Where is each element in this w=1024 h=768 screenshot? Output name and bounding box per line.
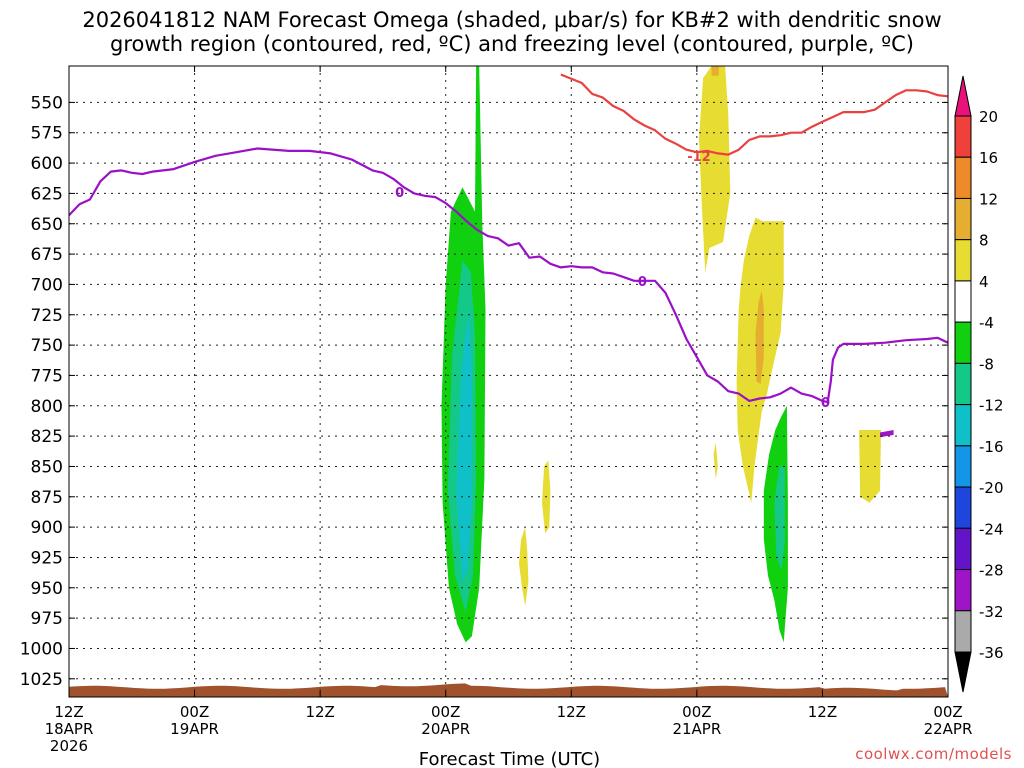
dendritic-contour-label: -12 [687, 150, 711, 165]
colorbar-bottom-arrow [954, 651, 972, 693]
y-tick-label: 750 [31, 336, 63, 356]
colorbar-bin [954, 610, 972, 653]
colorbar-label: -28 [979, 562, 1004, 580]
y-tick-label: 775 [31, 366, 63, 386]
omega-region [713, 442, 718, 479]
colorbar-bin [954, 527, 972, 571]
x-tick-label: 22APR [924, 720, 973, 738]
colorbar-label: 12 [979, 190, 998, 208]
plot-frame [68, 65, 949, 698]
omega-region [774, 466, 785, 570]
x-tick-label: 19APR [170, 720, 219, 738]
chart-title-line-1: 2026041812 NAM Forecast Omega (shaded, μ… [82, 8, 942, 32]
colorbar-bin [954, 197, 972, 241]
omega-region [519, 527, 529, 606]
colorbar-label: -32 [979, 603, 1004, 621]
colorbar-label: -20 [979, 479, 1004, 497]
x-tick-label: 00Z [180, 703, 209, 721]
y-tick-label: 700 [31, 275, 63, 295]
colorbar: 20 16 12 8 4 -4 -8 -12 -16 -20 -24 -28 -32 -36 [954, 75, 1004, 693]
omega-region [456, 308, 472, 582]
colorbar-bin [954, 239, 972, 282]
colorbar-bin [954, 445, 972, 488]
x-tick-label: 12Z [305, 703, 334, 721]
omega-region [755, 290, 764, 384]
y-tick-label: 650 [31, 215, 63, 235]
x-tick-label: 00Z [682, 703, 711, 721]
x-tick-label: 21APR [672, 720, 721, 738]
y-tick-label: 550 [31, 93, 63, 113]
colorbar-bin [954, 404, 972, 447]
colorbar-bin [954, 321, 972, 364]
colorbar-bin [954, 115, 972, 158]
omega-shading [441, 66, 894, 643]
freezing-level-label: 0 [638, 275, 647, 290]
y-tick-label: 975 [31, 609, 63, 629]
y-tick-label: 625 [31, 184, 63, 204]
colorbar-label: -16 [979, 438, 1004, 456]
y-tick-label: 850 [31, 457, 63, 477]
freezing-level-label: 0 [821, 396, 830, 411]
x-tick-label: 00Z [431, 703, 460, 721]
chart-title-line-2: growth region (contoured, red, ºC) and f… [110, 32, 914, 56]
colorbar-bin [954, 156, 972, 199]
temperature-contours: 0 0 0 -12 [69, 73, 948, 411]
colorbar-label: -24 [979, 520, 1004, 538]
x-tick-label: 12Z [808, 703, 837, 721]
colorbar-label: 8 [979, 232, 989, 250]
gridlines [69, 66, 948, 697]
y-tick-label: 1025 [20, 670, 63, 690]
x-tick-label: 12Z [557, 703, 586, 721]
x-tick-label: 18APR [45, 720, 94, 738]
x-tick-label: 12Z [54, 703, 83, 721]
y-tick-label: 1000 [20, 639, 63, 659]
x-tick-label: 2026 [50, 737, 88, 755]
y-tick-label: 950 [31, 579, 63, 599]
colorbar-bin [954, 280, 972, 323]
colorbar-label: -8 [979, 355, 994, 373]
freezing-level-label: 0 [395, 186, 404, 201]
y-tick-label: 575 [31, 124, 63, 144]
y-tick-label: 900 [31, 518, 63, 538]
colorbar-label: -12 [979, 397, 1004, 415]
colorbar-top-arrow [954, 75, 972, 117]
x-tick-label: 20APR [421, 720, 470, 738]
terrain-fill [69, 683, 948, 697]
omega-region [699, 66, 731, 273]
omega-region [859, 430, 881, 503]
omega-region [880, 430, 894, 438]
colorbar-bin [954, 362, 972, 406]
colorbar-label: 20 [979, 108, 998, 126]
y-tick-label: 875 [31, 488, 63, 508]
colorbar-label: -4 [979, 314, 994, 332]
colorbar-bin [954, 486, 972, 529]
colorbar-bin [954, 569, 972, 612]
colorbar-label: -36 [979, 644, 1004, 662]
dendritic-contour-line [560, 73, 948, 156]
terrain-area [69, 683, 948, 697]
y-tick-label: 725 [31, 306, 63, 326]
y-tick-label: 600 [31, 154, 63, 174]
omega-region [711, 66, 719, 76]
y-tick-label: 800 [31, 397, 63, 417]
x-tick-label: 00Z [933, 703, 962, 721]
y-tick-label: 675 [31, 245, 63, 265]
colorbar-label: 4 [979, 273, 989, 291]
freezing-level-line [69, 147, 948, 404]
y-tick-label: 925 [31, 548, 63, 568]
axes: 550 575 600 625 650 675 700 725 750 775 800 825 850 8… [20, 66, 973, 755]
x-axis-label: Forecast Time (UTC) [419, 749, 600, 768]
watermark: coolwx.com/models [855, 745, 1012, 763]
colorbar-label: 16 [979, 149, 998, 167]
y-tick-label: 825 [31, 427, 63, 447]
